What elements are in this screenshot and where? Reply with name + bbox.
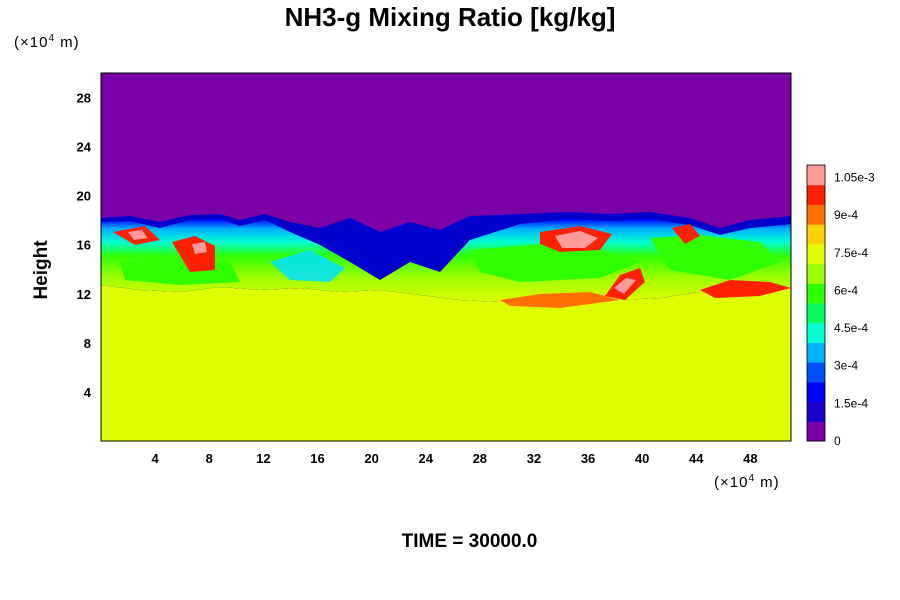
x-tick-label: 48 [743, 451, 757, 466]
colorbar-tick-label: 7.5e-4 [834, 246, 868, 260]
colorbar-swatch [807, 224, 825, 245]
colorbar-swatch [807, 204, 825, 225]
heatmap-patch [650, 235, 780, 280]
y-tick-label: 24 [77, 140, 92, 155]
x-tick-label: 16 [310, 451, 324, 466]
y-axis-unit: (×104 m) [14, 33, 80, 51]
y-tick-labels: 4 8 12 16 20 24 28 [77, 91, 92, 400]
y-tick-label: 8 [84, 336, 91, 351]
colorbar-swatch [807, 322, 825, 343]
colorbar-swatch [807, 184, 825, 205]
colorbar: 0 1.5e-4 3e-4 4.5e-4 6e-4 7.5e-4 9e-4 1.05e-3 [806, 164, 875, 448]
y-tick-label: 28 [77, 91, 91, 106]
x-tick-label: 12 [256, 451, 270, 466]
colorbar-tick-label: 1.5e-4 [834, 396, 868, 410]
plot-frame [100, 72, 792, 442]
colorbar-swatch [807, 243, 825, 265]
colorbar-swatch [807, 401, 825, 422]
x-axis-unit: (×104 m) [714, 473, 780, 491]
colorbar-tick-label: 9e-4 [834, 208, 858, 222]
colorbar-tick-label: 6e-4 [834, 283, 858, 297]
x-tick-label: 44 [689, 451, 704, 466]
x-tick-label: 4 [152, 451, 160, 466]
x-tick-label: 20 [364, 451, 378, 466]
y-tick-label: 20 [77, 189, 91, 204]
plot-area [100, 72, 792, 442]
time-label: TIME = 30000.0 [401, 531, 538, 552]
x-tick-label: 36 [581, 451, 595, 466]
heatmap-patch [270, 250, 345, 282]
heatmap-peak [555, 231, 598, 248]
x-tick-label: 28 [473, 451, 487, 466]
y-tick-label: 12 [77, 287, 91, 302]
colorbar-tick-label: 4.5e-4 [834, 321, 868, 335]
heatmap-peak [192, 242, 207, 254]
y-tick-label: 4 [84, 385, 92, 400]
colorbar-swatch [807, 421, 825, 442]
colorbar-tick-label: 0 [834, 434, 841, 448]
colorbar-frame [806, 164, 826, 442]
x-tick-labels: 4 8 12 16 20 24 28 32 36 40 44 48 [152, 451, 758, 466]
colorbar-swatch [807, 165, 825, 186]
chart-title: NH3-g Mixing Ratio [kg/kg] [284, 2, 616, 32]
colorbar-tick-label: 1.05e-3 [834, 171, 875, 185]
colorbar-swatch [807, 263, 825, 284]
x-tick-label: 24 [418, 451, 433, 466]
colorbar-tick-label: 3e-4 [834, 359, 858, 373]
colorbar-swatch [807, 362, 825, 383]
heatmap-patch [470, 244, 640, 282]
colorbar-swatch [807, 342, 825, 363]
heatmap-lower-region [101, 285, 791, 441]
x-tick-label: 40 [635, 451, 649, 466]
y-tick-label: 16 [77, 238, 91, 253]
colorbar-swatch [807, 283, 825, 304]
heatmap-high-band [500, 292, 620, 308]
heatmap-peak [128, 230, 148, 240]
x-tick-label: 32 [527, 451, 541, 466]
heatmap-high-band [672, 224, 700, 244]
x-tick-label: 8 [206, 451, 213, 466]
heatmap-peak [614, 278, 636, 294]
colorbar-swatch [807, 381, 825, 403]
heatmap-high-band [700, 280, 791, 298]
colorbar-swatch [807, 303, 825, 324]
